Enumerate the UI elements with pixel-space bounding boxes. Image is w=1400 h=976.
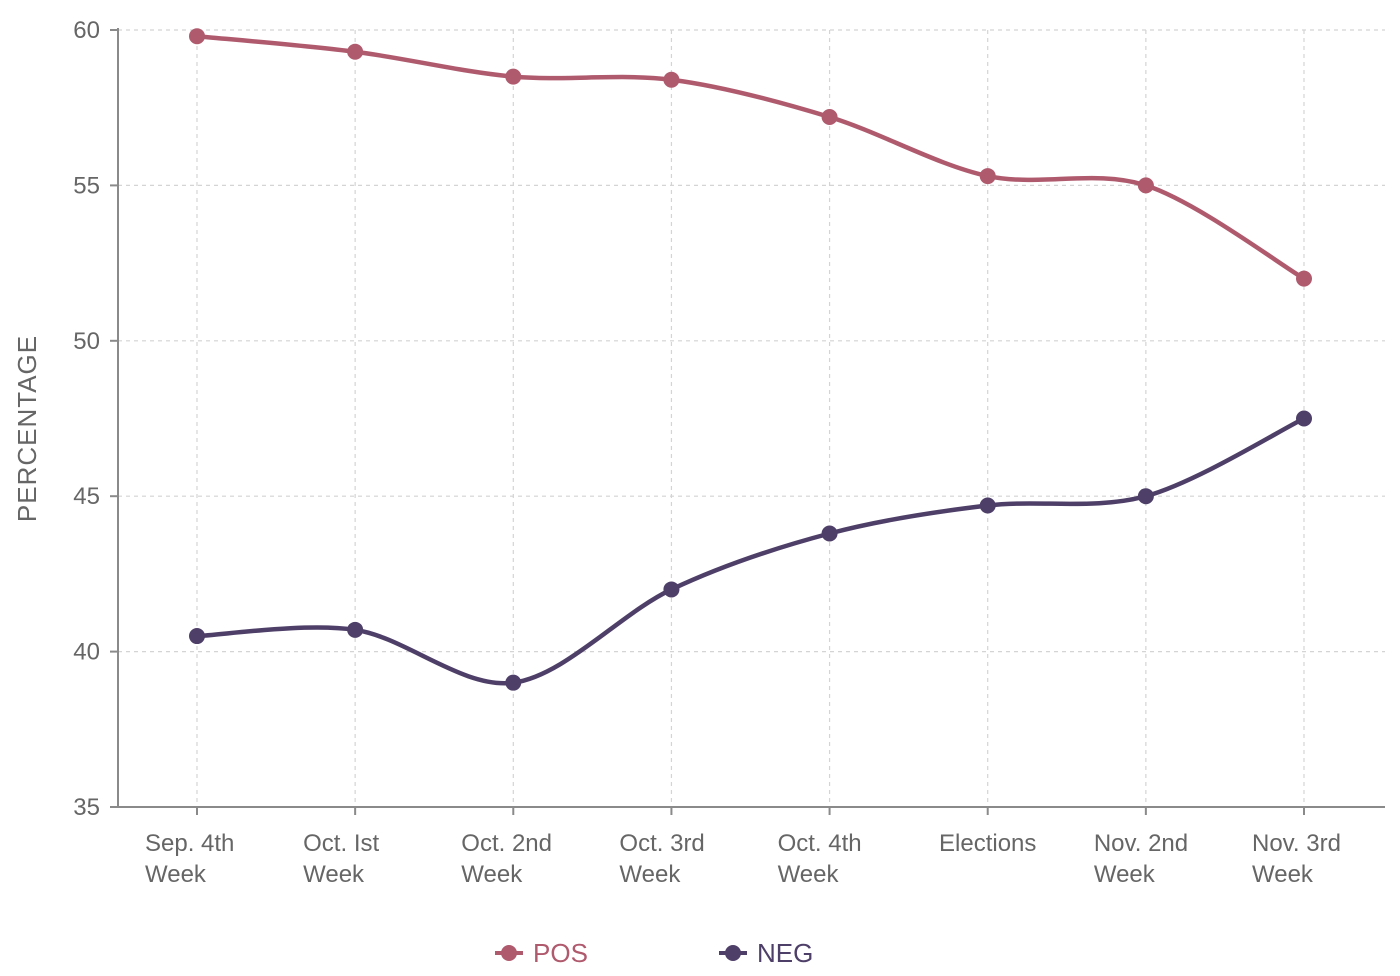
legend-marker-neg (725, 945, 741, 961)
data-point-pos (979, 168, 996, 185)
data-point-neg (1137, 488, 1154, 505)
data-point-pos (663, 71, 680, 88)
y-tick-label: 40 (73, 639, 100, 666)
series-layer (189, 28, 1312, 691)
legend: POS NEG (495, 938, 813, 968)
data-point-pos (347, 43, 364, 60)
x-tick-label: Nov. 3rd Week (1252, 830, 1341, 888)
legend-label-neg: NEG (757, 938, 813, 968)
data-point-pos (1296, 270, 1312, 287)
data-point-neg (821, 525, 838, 542)
data-point-neg (347, 621, 364, 638)
x-tick-label: Oct. 2nd Week (461, 830, 552, 888)
y-tick-label: 60 (73, 17, 100, 44)
data-point-neg (505, 674, 522, 691)
data-point-pos (821, 109, 838, 126)
x-tick-label: Oct. Ist Week (303, 830, 379, 888)
data-point-neg (663, 581, 680, 598)
data-point-pos (189, 28, 205, 45)
data-point-pos (1137, 177, 1154, 194)
y-tick-label: 35 (73, 794, 100, 821)
legend-label-pos: POS (533, 938, 588, 968)
data-point-pos (505, 68, 522, 85)
grid-layer (118, 29, 1385, 807)
x-tick-label: Elections (939, 830, 1036, 857)
legend-marker-pos (501, 945, 517, 961)
axis-layer: 35 40 45 50 55 60 Sep. 4th Week Oct. Ist Week Oct.… (12, 17, 1385, 888)
y-axis-label: PERCENTAGE (12, 335, 42, 522)
data-point-neg (189, 628, 205, 645)
data-point-neg (1296, 410, 1312, 427)
x-tick-label: Sep. 4th Week (145, 830, 234, 888)
data-point-neg (979, 497, 996, 514)
series-line-neg (194, 416, 1307, 686)
y-tick-label: 50 (73, 328, 100, 355)
x-tick-label: Oct. 3rd Week (619, 830, 704, 888)
series-line-pos (194, 33, 1307, 281)
x-tick-label: Oct. 4th Week (778, 830, 862, 888)
y-tick-label: 45 (73, 483, 100, 510)
x-tick-label: Nov. 2nd Week (1094, 830, 1188, 888)
y-tick-label: 55 (73, 172, 100, 199)
